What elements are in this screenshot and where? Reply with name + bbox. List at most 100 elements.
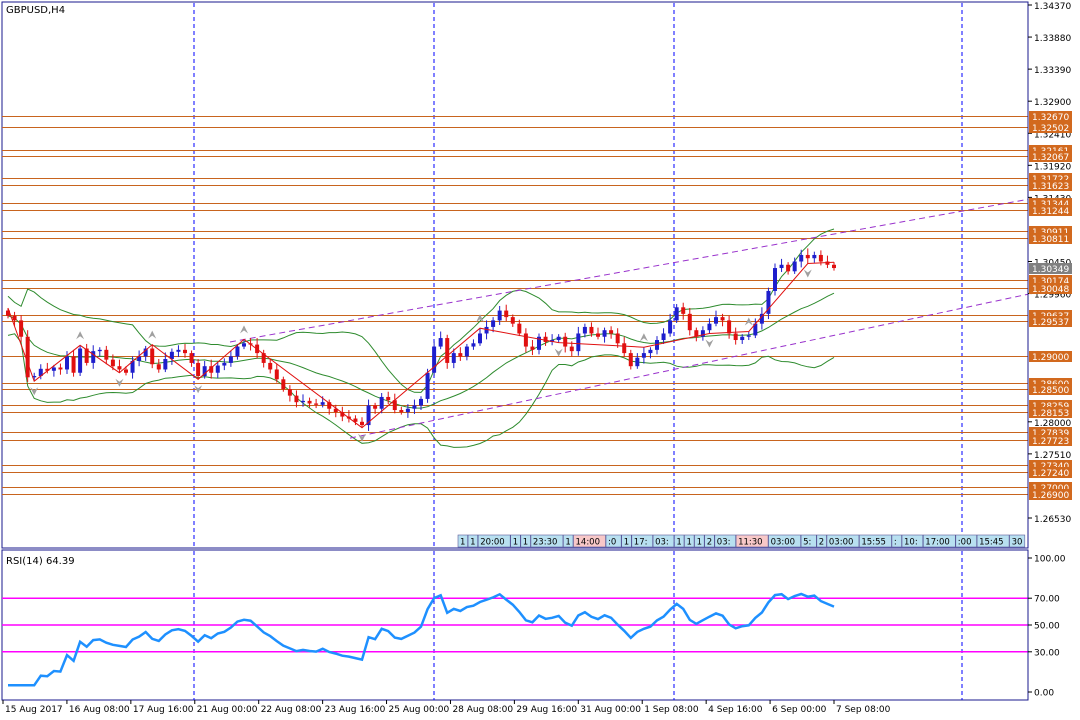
channel-upper[interactable] [229, 198, 1029, 343]
price-axis[interactable]: 1.34370 1.33880 1.33390 1.32900 1.32410 1.319… [1027, 2, 1072, 548]
candle [58, 363, 63, 375]
candle [353, 415, 358, 426]
candle [6, 307, 10, 319]
candle-body [419, 398, 423, 406]
session-time-label[interactable]: 2 [704, 534, 715, 548]
candle [287, 385, 292, 402]
session-time-label[interactable]: 15:55 [859, 534, 892, 548]
candle [307, 397, 312, 408]
session-time-label[interactable]: 14:00 [573, 534, 606, 548]
candle [71, 349, 76, 377]
candle [45, 362, 50, 374]
candle-body [38, 368, 43, 377]
session-label-text: 20:00 [480, 538, 505, 548]
fractal-up-arrow-icon [639, 333, 648, 342]
session-time-label[interactable]: 11:30 [735, 534, 769, 548]
price-level-tag-bg [1029, 467, 1072, 478]
candle [668, 313, 673, 337]
price-level-tag: 1.31623 [1029, 180, 1072, 192]
price-tick-label: 1.26530 [1034, 515, 1071, 525]
candle-body [222, 362, 227, 366]
candle [419, 396, 423, 411]
candle [681, 302, 686, 320]
session-time-label[interactable]: 20:00 [477, 534, 511, 548]
session-time-label[interactable]: 1 [563, 534, 574, 548]
session-time-label[interactable]: 03:00 [768, 534, 801, 548]
candle [333, 404, 338, 418]
time-axis[interactable]: 15 Aug 2017 16 Aug 08:00 17 Aug 16:00 21 Au… [2, 700, 891, 715]
candle [124, 366, 128, 376]
session-time-label[interactable]: 15:45 [976, 534, 1010, 548]
session-label-text: 15:55 [861, 538, 886, 548]
price-level-tag-bg [1029, 384, 1072, 395]
candle-body [71, 356, 76, 373]
session-time-label[interactable]: 03: [714, 534, 736, 548]
candle-body [582, 326, 587, 334]
price-level-tag-bg [1029, 173, 1072, 184]
session-time-label[interactable]: 1 [520, 534, 531, 548]
candle-body [25, 336, 30, 378]
session-time-label[interactable]: 23:30 [530, 534, 564, 548]
rsi-tick-label: 100.00 [1034, 555, 1066, 565]
session-time-label[interactable]: 1 [694, 534, 705, 548]
candle-body [242, 343, 246, 347]
price-level-tag: 1.28500 [1029, 384, 1072, 396]
session-time-label[interactable]: 1 [457, 534, 468, 548]
candle-body [825, 261, 830, 265]
session-label-text: 1 [460, 538, 465, 548]
session-time-label[interactable]: 1 [674, 534, 685, 548]
session-time-label[interactable]: 1 [621, 534, 632, 548]
candle-body [537, 336, 541, 350]
session-label-box [694, 534, 705, 548]
session-label-box [816, 534, 827, 548]
session-label-text: 1 [624, 538, 629, 548]
session-time-label[interactable]: 1 [684, 534, 695, 548]
session-time-label[interactable]: 5: [800, 534, 817, 548]
rsi-axis[interactable]: 100.00 70.00 50.00 30.00 0.00 [1027, 550, 1066, 700]
session-time-label[interactable]: 03:00 [826, 534, 860, 548]
session-label-text: 11:30 [738, 538, 763, 548]
candle [825, 255, 830, 269]
candle-body [327, 402, 332, 409]
price-level-tag-bg [1029, 275, 1072, 286]
session-time-label[interactable]: : [891, 534, 902, 548]
trend-channel [229, 198, 1029, 439]
price-tick-label: 1.29960 [1034, 291, 1071, 301]
session-time-label[interactable]: :0 [605, 534, 622, 548]
session-time-label[interactable]: 1 [467, 534, 479, 548]
candle [392, 393, 397, 414]
session-time-label[interactable]: 10: [901, 534, 924, 548]
price-level-tag-bg [1029, 378, 1072, 389]
session-time-label[interactable]: 17:00 [922, 534, 956, 548]
candle [661, 328, 666, 344]
price-level-tag: 1.31244 [1029, 205, 1072, 217]
session-time-label[interactable]: :00 [955, 534, 977, 548]
candle [746, 331, 751, 341]
price-level-tag-label: 1.27839 [1032, 429, 1069, 439]
time-tick-label: 17 Aug 16:00 [133, 705, 194, 715]
bollinger-upper [7, 228, 835, 393]
candle-body [169, 351, 174, 359]
channel-lower[interactable] [349, 293, 1029, 439]
session-time-label[interactable]: 30 [1009, 534, 1026, 548]
candle-body [799, 254, 804, 262]
session-time-label[interactable]: 1 [510, 534, 521, 548]
session-time-label[interactable]: 2 [816, 534, 827, 548]
candle-body [124, 369, 128, 373]
candle-body [635, 357, 640, 367]
session-time-label[interactable]: 17: [631, 534, 653, 548]
candle-body [641, 353, 646, 358]
candle-body [333, 408, 338, 412]
price-level-tag: 1.30174 [1029, 275, 1072, 287]
candle [366, 399, 371, 431]
candle-body [432, 346, 437, 373]
session-time-label[interactable]: 03: [652, 534, 675, 548]
session-label-text: 15:45 [979, 538, 1004, 548]
candle-body [104, 349, 109, 360]
time-tick-label: 1 Sep 08:00 [644, 705, 699, 715]
price-level-tag-label: 1.29000 [1032, 353, 1069, 363]
time-tick-label: 15 Aug 2017 [5, 705, 63, 715]
time-tick-label: 23 Aug 16:00 [325, 705, 386, 715]
candle-body [150, 348, 155, 365]
